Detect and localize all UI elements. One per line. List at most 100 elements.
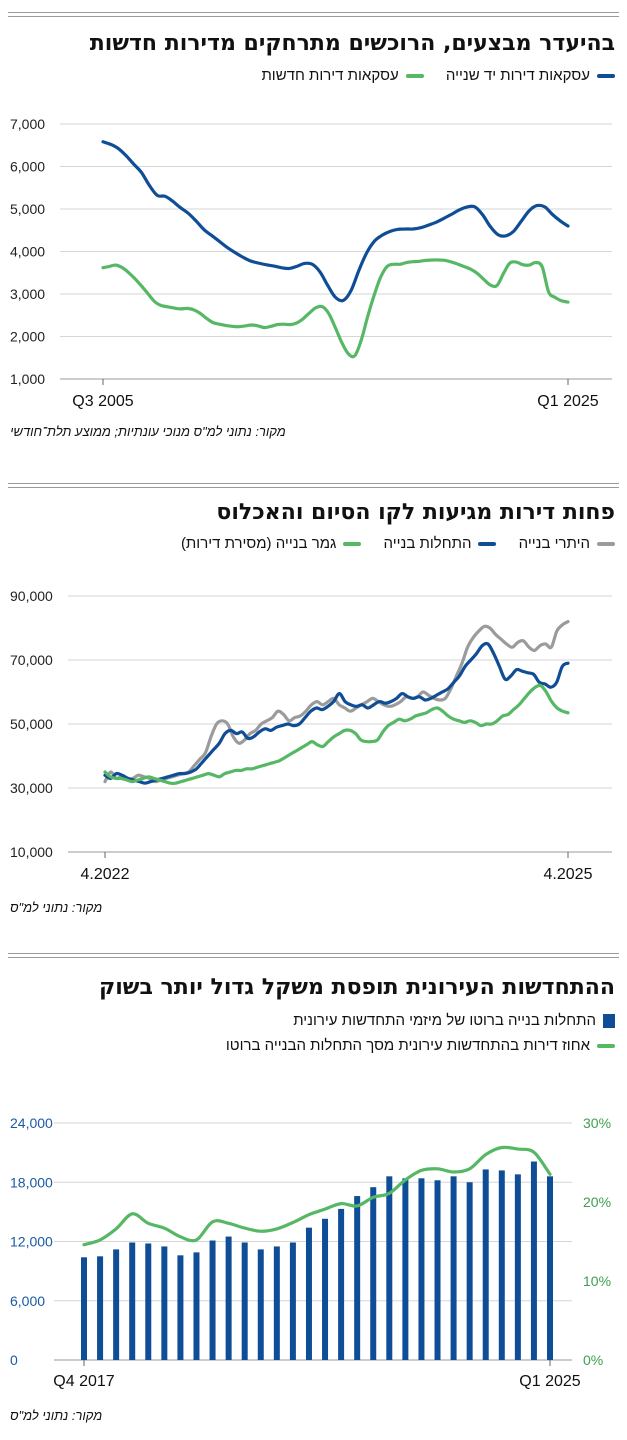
chart-panel-1: בהיעדר מבצעים, הרוכשים מתרחקים מדירות חד…: [0, 0, 627, 450]
y-left-tick-label: 0: [10, 1352, 18, 1368]
line-chart: 10,000 30,000 50,000 70,000 90,000 4.2022 4.20…: [10, 588, 612, 883]
y-tick-label: 50,000: [10, 716, 53, 732]
chart-title: בהיעדר מבצעים, הרוכשים מתרחקים מדירות חד…: [89, 31, 615, 56]
series-line: [101, 140, 570, 303]
line-chart: 1,000 2,000 3,000 4,000 5,000 6,000 7,000 Q3 20…: [10, 116, 612, 410]
series-line: [103, 641, 570, 785]
legend-item: עסקאות דירות חדשות: [261, 66, 424, 86]
bar: [482, 1169, 489, 1360]
legend-label: גמר בנייה (מסירת דירות): [180, 535, 337, 552]
y-left-tick-label: 18,000: [10, 1174, 53, 1190]
chart-panel-3: ההתחדשות העירונית תופסת משקל גדול יותר ב…: [0, 940, 627, 1440]
legend-item: גמר בנייה (מסירת דירות): [180, 534, 362, 554]
series-line: [103, 683, 570, 786]
bar: [289, 1242, 296, 1360]
x-tick-label: 4.2022: [81, 866, 130, 883]
bar: [386, 1176, 393, 1360]
legend-swatch: [603, 1014, 615, 1028]
bar: [354, 1196, 361, 1360]
legend-swatch: [597, 542, 615, 546]
top-divider: [8, 483, 619, 484]
legend-item: התחלות בנייה: [384, 534, 497, 554]
bar: [514, 1174, 521, 1360]
y-tick-label: 1,000: [10, 371, 45, 387]
bar: [257, 1249, 264, 1360]
chart-title: פחות דירות מגיעות לקו הסיום והאכלוס: [216, 500, 615, 525]
legend-swatch: [597, 74, 615, 78]
bar: [209, 1240, 216, 1360]
legend-swatch: [597, 1044, 615, 1048]
x-tick-label: Q4 2017: [53, 1373, 114, 1390]
chart-source: מקור: נתוני למ"ס: [10, 900, 103, 915]
bar: [129, 1242, 136, 1360]
bar: [305, 1227, 312, 1360]
y-tick-label: 4,000: [10, 244, 45, 260]
bar: [113, 1249, 120, 1360]
y-tick-label: 10,000: [10, 844, 53, 860]
legend-swatch: [405, 74, 424, 78]
legend-label: התחלות בנייה: [383, 535, 472, 552]
top-divider: [8, 16, 619, 17]
bar: [161, 1246, 168, 1360]
bar: [225, 1236, 232, 1360]
y-tick-label: 30,000: [10, 780, 53, 796]
legend-label: עסקאות דירות יד שנייה: [445, 67, 590, 84]
y-tick-label: 5,000: [10, 201, 45, 217]
y-tick-label: 90,000: [10, 588, 53, 604]
chart-source: מקור: נתוני למ"ס מנוכי עונתיות; ממוצע תל…: [10, 424, 286, 439]
x-tick-label: Q1 2025: [519, 1373, 580, 1390]
bar: [81, 1257, 87, 1360]
legend-label: עסקאות דירות חדשות: [261, 67, 399, 84]
y-right-tick-label: 20%: [583, 1194, 611, 1210]
bar: [547, 1176, 553, 1360]
bar: [450, 1176, 457, 1360]
bar: [177, 1255, 184, 1360]
bar: [322, 1218, 329, 1360]
series-line: [101, 258, 570, 359]
bar: [145, 1243, 152, 1360]
legend-swatch: [343, 542, 362, 546]
legend-item: היתרי בנייה: [519, 534, 615, 554]
y-tick-label: 3,000: [10, 286, 45, 302]
bar: [338, 1208, 345, 1360]
x-tick-label: Q1 2025: [537, 393, 598, 410]
legend-label: התחלות בנייה ברוטו של מיזמי התחדשות עירו…: [293, 1012, 596, 1029]
y-left-tick-label: 6,000: [10, 1293, 45, 1309]
bar: [530, 1161, 537, 1360]
chart-legend: היתרי בנייה התחלות בנייה גמר בנייה (מסיר…: [8, 532, 615, 554]
chart-panel-2: פחות דירות מגיעות לקו הסיום והאכלוס היתר…: [0, 470, 627, 930]
series-line: [82, 1145, 552, 1247]
legend-label: היתרי בנייה: [518, 535, 590, 552]
chart-legend: עסקאות דירות יד שנייה עסקאות דירות חדשות: [8, 64, 615, 86]
y-right-tick-label: 30%: [583, 1115, 611, 1131]
chart-title: ההתחדשות העירונית תופסת משקל גדול יותר ב…: [99, 975, 615, 1000]
y-left-tick-label: 12,000: [10, 1234, 53, 1250]
chart-source: מקור: נתוני למ"ס: [10, 1408, 103, 1423]
bar: [193, 1252, 200, 1360]
bar: [466, 1182, 473, 1360]
bar: [273, 1246, 280, 1360]
legend-item: התחלות בנייה ברוטו של מיזמי התחדשות עירו…: [8, 1010, 615, 1032]
legend-label: אחוז דירות בהתחדשות עירונית מסך התחלות ה…: [225, 1037, 590, 1054]
bar: [434, 1180, 441, 1360]
y-tick-label: 7,000: [10, 116, 45, 132]
series-line: [103, 620, 570, 784]
top-divider: [8, 953, 619, 954]
y-right-tick-label: 10%: [583, 1273, 611, 1289]
legend-item: עסקאות דירות יד שנייה: [446, 66, 615, 86]
bar: [370, 1187, 377, 1360]
legend-swatch: [478, 542, 497, 546]
top-divider: [8, 487, 619, 488]
top-divider: [8, 12, 619, 13]
bar: [97, 1256, 104, 1360]
y-tick-label: 2,000: [10, 329, 45, 345]
y-right-tick-label: 0%: [583, 1352, 603, 1368]
x-tick-label: Q3 2005: [72, 393, 133, 410]
bar: [241, 1242, 248, 1360]
y-tick-label: 70,000: [10, 652, 53, 668]
bar: [402, 1178, 409, 1360]
bar: [498, 1170, 505, 1360]
bar: [418, 1178, 425, 1360]
x-tick-label: 4.2025: [544, 866, 593, 883]
chart-legend: התחלות בנייה ברוטו של מיזמי התחדשות עירו…: [8, 1010, 615, 1057]
